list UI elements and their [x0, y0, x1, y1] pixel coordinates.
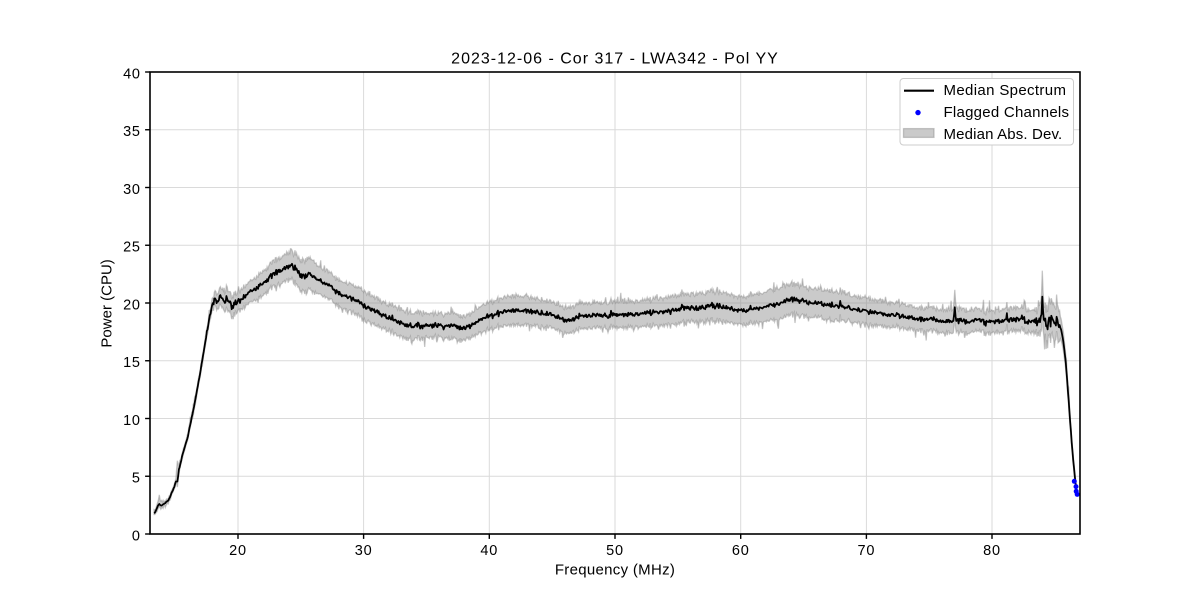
svg-text:70: 70	[858, 543, 876, 559]
svg-text:0: 0	[132, 528, 141, 544]
svg-text:15: 15	[123, 355, 141, 371]
svg-text:35: 35	[123, 124, 141, 140]
svg-text:2023-12-06 - Cor 317 - LWA342: 2023-12-06 - Cor 317 - LWA342 - Pol YY	[451, 51, 779, 68]
svg-text:Median Spectrum: Median Spectrum	[944, 82, 1067, 99]
svg-text:5: 5	[132, 471, 141, 487]
svg-text:10: 10	[123, 413, 141, 429]
svg-text:40: 40	[123, 66, 141, 82]
svg-text:Power (CPU): Power (CPU)	[99, 259, 116, 347]
svg-text:50: 50	[606, 543, 624, 559]
svg-text:20: 20	[229, 543, 247, 559]
svg-text:80: 80	[983, 543, 1001, 559]
svg-text:25: 25	[123, 240, 141, 256]
svg-text:Frequency (MHz): Frequency (MHz)	[555, 561, 675, 578]
svg-text:Flagged Channels: Flagged Channels	[944, 104, 1070, 121]
svg-text:Median Abs. Dev.: Median Abs. Dev.	[944, 126, 1063, 143]
svg-text:30: 30	[123, 182, 141, 198]
svg-text:30: 30	[355, 543, 373, 559]
svg-text:40: 40	[480, 543, 498, 559]
svg-text:60: 60	[732, 543, 750, 559]
svg-text:20: 20	[123, 297, 141, 313]
